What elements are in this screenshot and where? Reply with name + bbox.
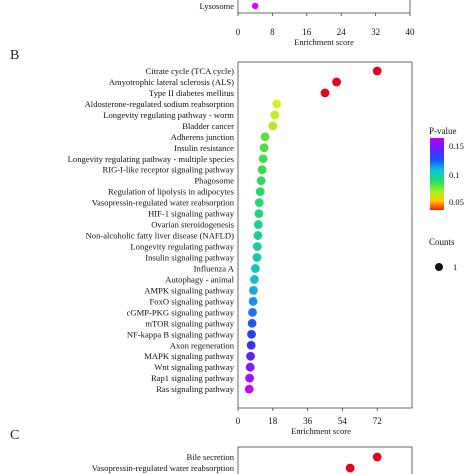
- panel-b-point: [254, 209, 264, 219]
- panel-b-term-label: RIG-I-like receptor signaling pathway: [103, 165, 235, 175]
- panel-c-term-label: Bile secretion: [187, 452, 235, 462]
- panel-b-point: [320, 88, 330, 98]
- panel-b-point: [253, 220, 263, 229]
- panel-c-point: [345, 463, 355, 473]
- panel-b: Citrate cycle (TCA cycle)Amyotrophic lat…: [68, 61, 413, 436]
- panel-b-point: [245, 373, 255, 383]
- panel-b-point: [248, 307, 257, 317]
- panel-b-term-label: Citrate cycle (TCA cycle): [145, 66, 234, 76]
- panel-b-term-label: AMPK signaling pathway: [144, 285, 234, 295]
- panel-b-term-label: Amyotrophic lateral sclerosis (ALS): [109, 77, 234, 87]
- panel-b-term-label: Regulation of lipolysis in adipocytes: [108, 187, 235, 197]
- panel-b-term-label: Influenza A: [194, 263, 235, 273]
- counts-legend-label: 1: [453, 262, 457, 272]
- panel-b-term-label: Insulin resistance: [174, 143, 234, 153]
- panel-b-point: [256, 176, 266, 186]
- panel-b-term-label: Bladder cancer: [182, 121, 234, 131]
- panel-b-point: [253, 231, 263, 240]
- panel-b-term-label: FoxO signaling pathway: [150, 296, 235, 306]
- counts-legend-title: Counts: [429, 237, 455, 247]
- panel-b-term-label: HIF-1 signaling pathway: [148, 209, 235, 219]
- panel-c-point: [372, 452, 382, 462]
- panel-b-xtick-label: 54: [338, 416, 348, 426]
- panel-b-term-label: Non-alcoholic fatty liver disease (NAFLD…: [86, 231, 235, 241]
- panel-b-term-label: Ovarian steroidogenesis: [151, 220, 234, 230]
- panel-b-point: [254, 198, 264, 208]
- panel-b-term-label: Insulin signaling pathway: [145, 252, 234, 262]
- panel-a-xtick-label: 32: [371, 27, 380, 37]
- panel-b-point: [332, 77, 341, 87]
- panel-b-term-label: Longevity regulating pathway - multiple …: [68, 154, 235, 164]
- panel-b-point: [255, 187, 265, 197]
- panel-b-point: [246, 340, 256, 350]
- panel-c-frame: [237, 446, 413, 474]
- panel-b-term-label: Type II diabetes mellitus: [149, 88, 235, 98]
- panel-b-term-label: Axon regeneration: [170, 340, 235, 350]
- panel-b-point: [268, 121, 278, 131]
- panel-b-point: [247, 318, 257, 328]
- panel-b-point: [250, 275, 259, 284]
- pvalue-tick-005: 0.05: [449, 197, 464, 207]
- panel-a: Lysosome 0 8 16 24 32 40 Enrichment score: [200, 0, 415, 47]
- panel-b-letter: B: [10, 48, 20, 63]
- panel-a-xtick-label: 16: [302, 27, 312, 37]
- panel-b-term-label: cGMP-PKG signaling pathway: [127, 307, 235, 317]
- pvalue-legend-title: P-value: [429, 126, 457, 136]
- panel-b-point: [252, 253, 262, 262]
- panel-b-point: [257, 165, 267, 175]
- panel-b-term-label: Longevity regulating pathway - worm: [103, 110, 234, 120]
- panel-a-term-label: Lysosome: [200, 1, 235, 11]
- panel-a-xtick-label: 40: [406, 27, 416, 37]
- panel-a-frame: [237, 0, 411, 14]
- panel-b-term-label: Ras signaling pathway: [156, 384, 235, 394]
- panel-b-term-label: NF-kappa B signaling pathway: [127, 329, 235, 339]
- panel-b-term-label: Longevity regulating pathway: [130, 242, 234, 252]
- panel-b-xtick-label: 18: [268, 416, 278, 426]
- panel-b-point: [260, 132, 270, 142]
- panel-b-point: [244, 384, 254, 394]
- panel-b-term-label: Autophagy - animal: [165, 274, 234, 284]
- panel-b-point: [259, 143, 269, 153]
- panel-b-term-label: Vasopressin-regulated water reabsorption: [92, 198, 235, 208]
- counts-legend-dot: [435, 263, 443, 271]
- panel-b-point: [245, 362, 255, 372]
- panel-b-term-label: Rap1 signaling pathway: [151, 373, 235, 383]
- panel-b-xlabel: Enrichment score: [291, 426, 351, 436]
- legend: P-value 0.15 0.1 0.05 Counts 1: [429, 126, 464, 272]
- panel-b-term-label: MAPK signaling pathway: [144, 351, 234, 361]
- panel-a-xtick-label: 0: [236, 27, 241, 37]
- panel-b-point: [258, 154, 268, 164]
- pvalue-tick-01: 0.1: [449, 170, 460, 180]
- panel-b-point: [247, 329, 256, 339]
- panel-b-point: [252, 242, 262, 251]
- panel-b-point: [272, 99, 282, 109]
- panel-b-point: [251, 264, 260, 273]
- panel-c-letter: C: [10, 428, 20, 443]
- panel-b-term-label: Phagosome: [194, 176, 234, 186]
- panel-b-point: [249, 286, 258, 295]
- panel-b-point: [270, 110, 280, 120]
- panel-a-xtick-label: 8: [270, 27, 275, 37]
- panel-b-term-label: Adherens junction: [171, 132, 235, 142]
- panel-b-term-label: Aldosterone-regulated sodium reabsorptio…: [85, 99, 235, 109]
- panel-b-xtick-label: 36: [303, 416, 313, 426]
- panel-b-frame: [237, 61, 413, 409]
- panel-b-point: [246, 351, 255, 361]
- panel-b-point: [372, 66, 382, 76]
- panel-b-point: [248, 296, 258, 306]
- panel-b-xtick-label: 0: [236, 416, 241, 426]
- panel-c-term-label: Vasopressin-regulated water reabsorption: [92, 463, 235, 473]
- panel-b-term-label: mTOR signaling pathway: [145, 318, 234, 328]
- panel-a-xtick-label: 24: [337, 27, 347, 37]
- panel-b-xtick-label: 72: [373, 416, 382, 426]
- pvalue-colorbar: [430, 138, 444, 210]
- panel-b-term-label: Wnt signaling pathway: [154, 362, 234, 372]
- panel-a-point: [252, 2, 259, 10]
- pvalue-tick-015: 0.15: [449, 141, 464, 151]
- panel-a-xlabel: Enrichment score: [294, 37, 354, 47]
